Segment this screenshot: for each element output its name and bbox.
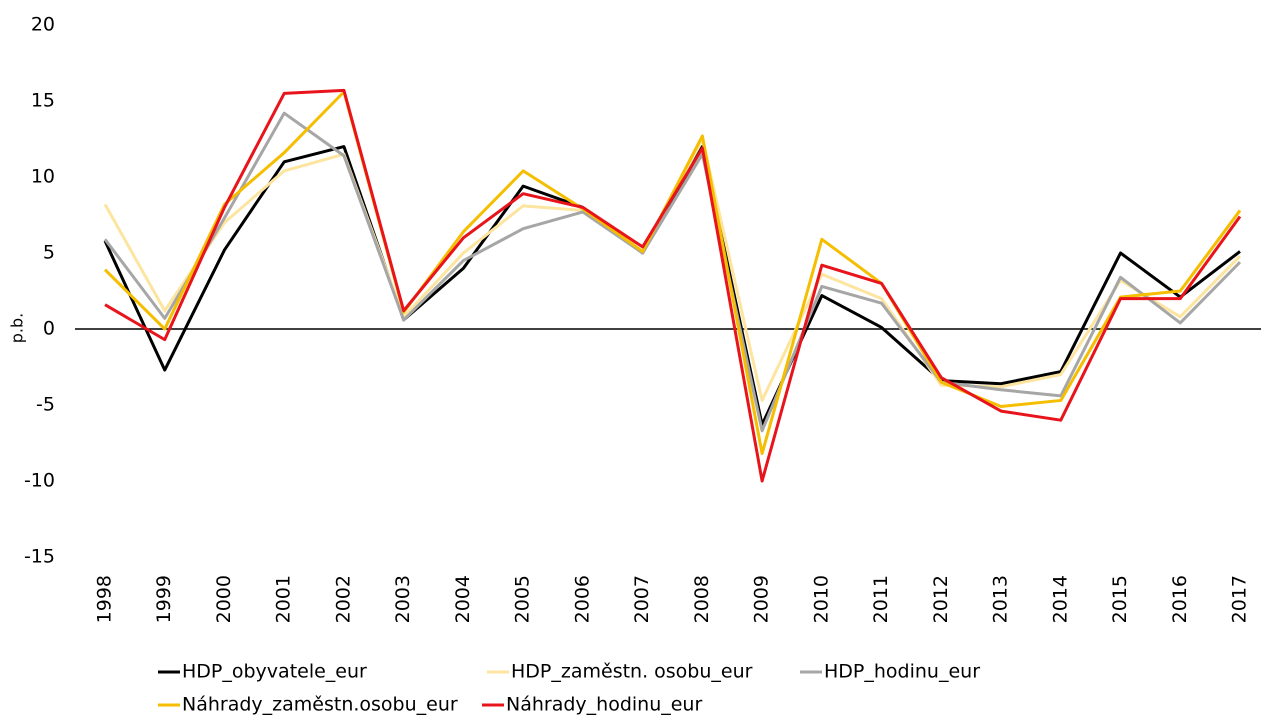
series-line [103, 90, 1242, 456]
x-tick-label: 2015 [1109, 575, 1131, 623]
x-tick-label: 1998 [94, 575, 116, 623]
x-tick-label: 2013 [990, 575, 1012, 623]
x-tick-label: 2006 [571, 575, 593, 623]
x-tick-label: 2000 [213, 575, 235, 623]
x-tick-label: 2016 [1169, 575, 1191, 623]
legend-label: HDP_hodinu_eur [824, 661, 980, 683]
x-tick-label: 2002 [332, 575, 354, 623]
x-tick-label: 2010 [810, 575, 832, 623]
legend-label: HDP_obyvatele_eur [182, 661, 367, 683]
x-tick-label: 2007 [631, 575, 653, 623]
series-line [103, 137, 1242, 402]
y-tick-label: -10 [24, 470, 55, 492]
series-line [104, 88, 1242, 483]
y-tick-label: 0 [43, 318, 55, 340]
x-tick-label: 2014 [1049, 575, 1071, 623]
x-tick-label: 2009 [751, 575, 773, 623]
y-axis-label: p.b. [8, 313, 27, 343]
y-tick-label: 20 [31, 14, 55, 36]
x-tick-label: 2012 [930, 575, 952, 623]
y-tick-label: 10 [31, 166, 55, 188]
y-tick-label: 15 [31, 90, 55, 112]
y-tick-label: 5 [43, 242, 55, 264]
x-tick-label: 2008 [691, 575, 713, 623]
x-tick-label: 1999 [153, 575, 175, 623]
series-line [103, 111, 1242, 433]
x-tick-label: 2017 [1229, 575, 1251, 623]
legend-label: HDP_zaměstn. osobu_eur [511, 661, 753, 683]
x-tick-label: 2003 [392, 575, 414, 623]
x-tick-label: 2005 [512, 575, 534, 623]
x-tick-label: 2011 [870, 575, 892, 623]
legend-label: Náhrady_zaměstn.osobu_eur [182, 694, 458, 716]
x-tick-label: 2004 [452, 575, 474, 623]
x-tick-label: 2001 [273, 575, 295, 623]
y-tick-label: -5 [36, 394, 55, 416]
legend-label: Náhrady_hodinu_eur [506, 694, 702, 716]
y-tick-label: -15 [24, 546, 55, 568]
